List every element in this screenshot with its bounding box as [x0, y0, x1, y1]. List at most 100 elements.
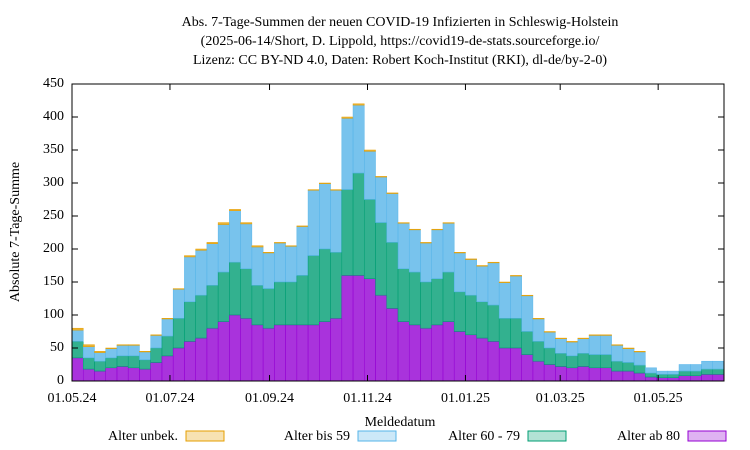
bar-segment	[532, 360, 545, 382]
bar-segment	[386, 242, 399, 309]
y-tick-label: 300	[43, 175, 64, 190]
bar-segment	[127, 355, 140, 369]
bar-segment	[285, 245, 298, 247]
bar-segment	[690, 370, 702, 376]
bar-segment	[296, 324, 309, 382]
bar-segment	[150, 347, 163, 363]
bar-segment	[600, 354, 612, 369]
bar-segment	[633, 351, 646, 366]
bar-segment	[498, 282, 511, 319]
bar-segment	[184, 341, 196, 382]
bar-segment	[397, 321, 410, 382]
y-tick-label: 450	[43, 76, 64, 91]
bar-segment	[139, 368, 151, 382]
bar-segment	[532, 318, 545, 320]
bar-segment	[184, 255, 196, 258]
plot-border	[71, 83, 725, 382]
bar-segment	[127, 367, 140, 382]
bar-segment	[555, 366, 567, 382]
bar-segment	[139, 359, 151, 370]
bar-segment	[588, 334, 601, 336]
bar-segment	[307, 324, 320, 382]
bar-segment	[386, 192, 399, 194]
bar-segment	[397, 222, 410, 224]
bar-segment	[229, 209, 241, 211]
bar-segment	[116, 345, 129, 357]
bar-segment	[442, 271, 455, 322]
bar-segment	[510, 275, 522, 319]
bar-segment	[408, 271, 421, 326]
bar-segment	[465, 259, 477, 296]
bar-segment	[442, 222, 455, 224]
bar-segment	[487, 304, 500, 342]
bar-segment	[690, 375, 702, 382]
bar-segment	[206, 242, 219, 244]
bar-segment	[71, 341, 84, 359]
bar-segment	[510, 347, 522, 382]
bar-segment	[330, 189, 343, 191]
bar-segment	[577, 353, 590, 367]
bar-segment	[712, 368, 725, 375]
x-tick-label: 01.01.25	[441, 391, 490, 406]
bar-segment	[375, 176, 388, 178]
bar-segment	[105, 367, 118, 382]
bar-segment	[307, 255, 320, 326]
bar-segment	[195, 337, 208, 382]
bar-segment	[645, 372, 657, 378]
bar-segment	[577, 338, 590, 354]
bar-segment	[116, 366, 129, 382]
bar-segment	[82, 357, 95, 370]
bar-segment	[352, 275, 365, 382]
y-tick-label: 200	[43, 241, 64, 256]
bar-segment	[386, 193, 399, 243]
bar-segment	[319, 321, 331, 382]
bar-segment	[161, 318, 174, 320]
bar-segment	[217, 321, 230, 382]
bar-segment	[543, 331, 556, 333]
bar-segment	[251, 246, 264, 286]
bar-segment	[476, 265, 489, 303]
y-axis-label: Absolute 7-Tage-Summe	[8, 162, 23, 302]
x-tick-label: 01.11.24	[343, 391, 391, 406]
bar-segment	[431, 278, 444, 326]
bar-segment	[285, 324, 298, 382]
bar-segment	[172, 288, 185, 290]
bar-segment	[453, 291, 466, 332]
y-tick-label: 0	[57, 373, 64, 388]
bar-segment	[139, 351, 151, 353]
bar-segment	[521, 331, 534, 355]
bar-segment	[420, 281, 432, 329]
bar-segment	[364, 149, 376, 152]
bar-segment	[206, 285, 219, 329]
bar-segment	[285, 246, 298, 283]
bar-segment	[195, 248, 208, 251]
bar-segment	[274, 324, 286, 382]
bar-segment	[94, 360, 106, 372]
bar-segment	[476, 337, 489, 382]
bar-segment	[94, 351, 106, 353]
bar-segment	[566, 341, 579, 343]
bar-segment	[240, 223, 253, 270]
bar-segment	[262, 252, 275, 254]
chart-subtitle: Lizenz: CC BY-ND 4.0, Daten: Robert Koch…	[193, 53, 607, 68]
bar-segment	[431, 324, 444, 382]
bar-segment	[588, 335, 601, 355]
bar-segment	[611, 344, 624, 346]
bar-segment	[274, 242, 286, 283]
bar-segment	[645, 367, 657, 374]
bar-segment	[476, 301, 489, 339]
bar-segment	[172, 289, 185, 319]
bar-segment	[611, 345, 624, 362]
x-tick-label: 01.09.24	[245, 391, 294, 406]
bar-segment	[712, 360, 725, 370]
y-tick-label: 250	[43, 208, 64, 223]
bar-segment	[94, 352, 106, 362]
bar-segment	[555, 353, 567, 367]
bar-segment	[532, 318, 545, 342]
bar-segment	[498, 318, 511, 349]
bar-segment	[408, 324, 421, 382]
bar-segment	[633, 372, 646, 382]
bar-segment	[139, 351, 151, 361]
bar-segment	[352, 172, 365, 276]
